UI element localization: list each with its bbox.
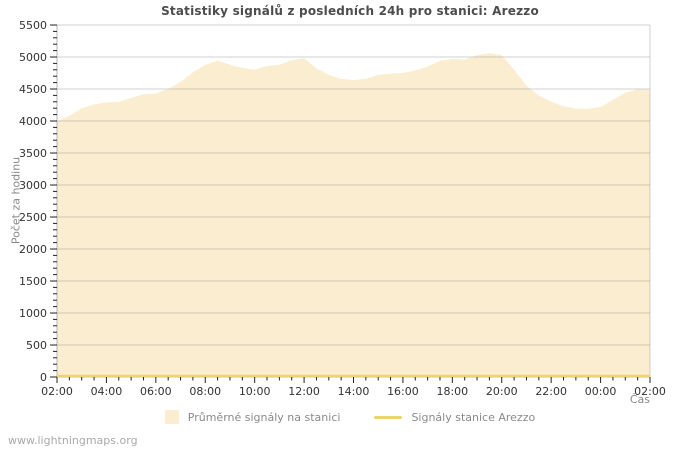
chart-title: Statistiky signálů z posledních 24h pro … <box>161 4 539 18</box>
x-tick-label: 06:00 <box>140 385 172 398</box>
area-series <box>57 53 650 377</box>
y-tick-label: 3500 <box>19 147 47 160</box>
y-tick-label: 5000 <box>19 51 47 64</box>
line-swatch-icon <box>374 415 403 419</box>
x-tick-label: 08:00 <box>189 385 221 398</box>
x-tick-label: 12:00 <box>288 385 320 398</box>
y-axis-label: Počet za hodinu <box>9 156 23 245</box>
x-axis-label: Čas <box>629 393 650 406</box>
legend-item-station: Signály stanice Arezzo <box>374 411 535 424</box>
x-tick-label: 20:00 <box>486 385 518 398</box>
y-tick-label: 500 <box>26 339 47 352</box>
x-tick-label: 02:00 <box>41 385 73 398</box>
legend-label-station: Signály stanice Arezzo <box>411 410 536 424</box>
y-tick-label: 4500 <box>19 83 47 96</box>
area-swatch-icon <box>164 410 179 424</box>
y-tick-label: 5500 <box>19 19 47 32</box>
y-tick-label: 1000 <box>19 307 47 320</box>
y-tick-label: 2000 <box>19 243 47 256</box>
x-tick-label: 04:00 <box>91 385 123 398</box>
x-tick-label: 16:00 <box>387 385 419 398</box>
x-tick-label: 22:00 <box>535 385 567 398</box>
x-tick-label: 14:00 <box>338 385 370 398</box>
x-tick-label: 02:00 <box>634 385 666 398</box>
y-tick-label: 4000 <box>19 115 47 128</box>
chart-legend: Průměrné signály na stanici Signály stan… <box>0 410 700 424</box>
y-tick-label: 2500 <box>19 211 47 224</box>
x-tick-label: 00:00 <box>585 385 617 398</box>
y-tick-label: 1500 <box>19 275 47 288</box>
watermark-text: www.lightningmaps.org <box>8 434 138 447</box>
x-tick-label: 10:00 <box>239 385 271 398</box>
y-tick-label: 3000 <box>19 179 47 192</box>
legend-label-average: Průměrné signály na stanici <box>187 410 341 424</box>
y-tick-label: 0 <box>40 371 47 384</box>
x-tick-label: 18:00 <box>436 385 468 398</box>
legend-item-average: Průměrné signály na stanici <box>164 410 341 424</box>
